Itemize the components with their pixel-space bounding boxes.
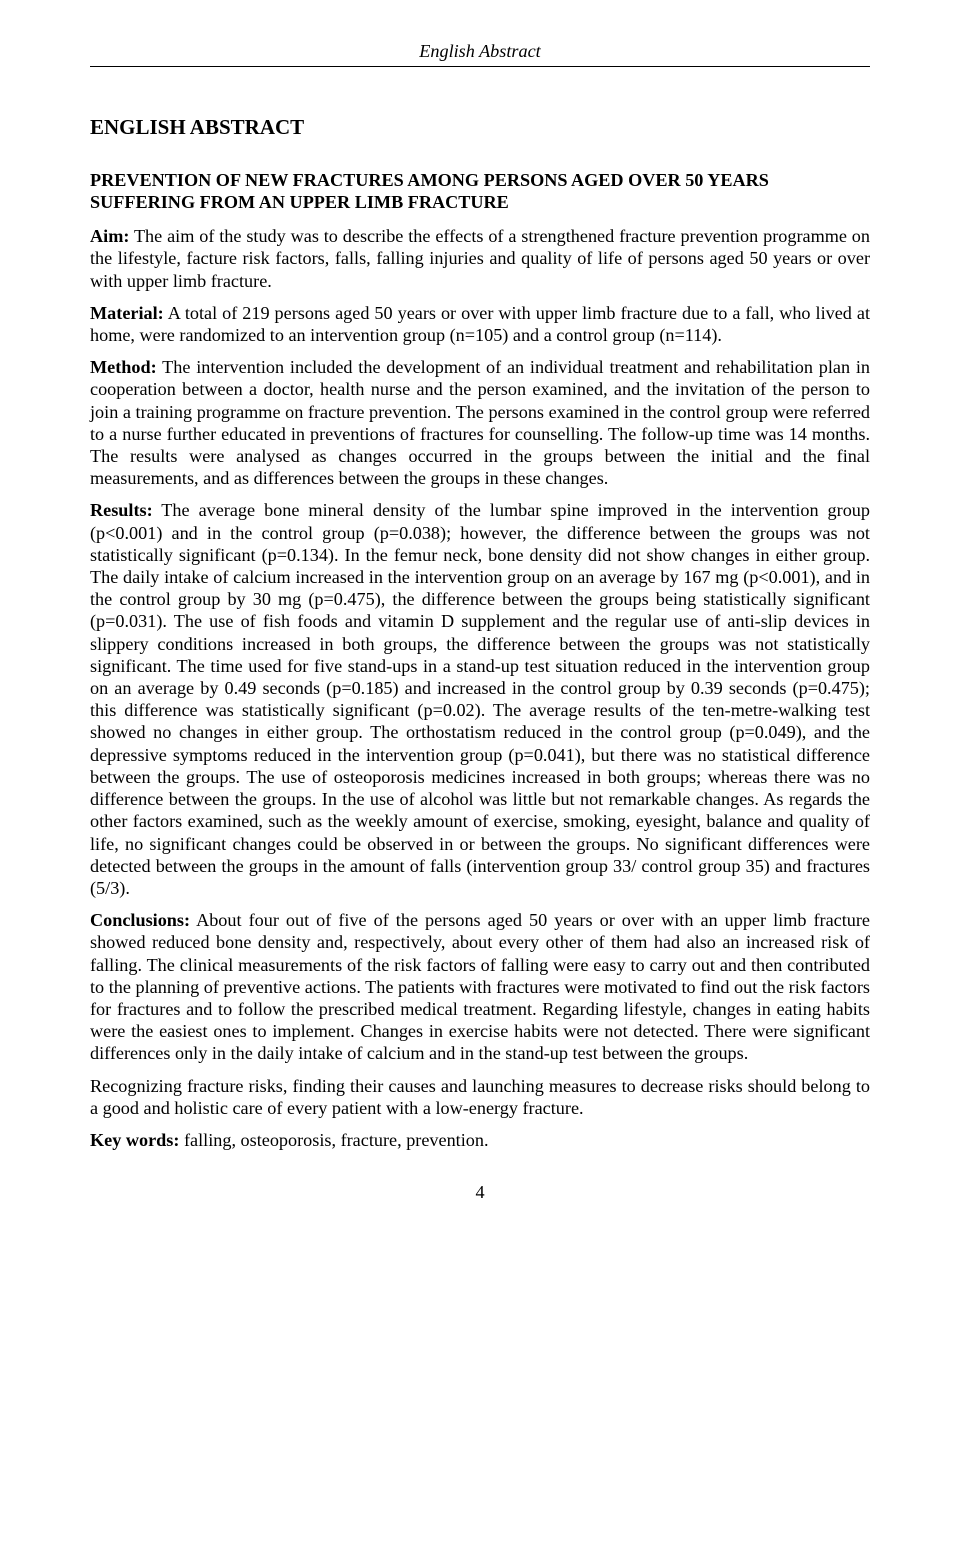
header-rule bbox=[90, 66, 870, 67]
keywords-text: falling, osteoporosis, fracture, prevent… bbox=[179, 1130, 488, 1150]
paper-title: PREVENTION OF NEW FRACTURES AMONG PERSON… bbox=[90, 169, 870, 213]
conclusions-text: About four out of five of the persons ag… bbox=[90, 910, 870, 1063]
keywords-label: Key words: bbox=[90, 1130, 179, 1150]
method-paragraph: Method: The intervention included the de… bbox=[90, 356, 870, 489]
results-label: Results: bbox=[90, 500, 153, 520]
aim-paragraph: Aim: The aim of the study was to describ… bbox=[90, 225, 870, 292]
material-label: Material: bbox=[90, 303, 164, 323]
aim-label: Aim: bbox=[90, 226, 129, 246]
results-paragraph: Results: The average bone mineral densit… bbox=[90, 499, 870, 899]
method-text: The intervention included the developmen… bbox=[90, 357, 870, 488]
main-heading: ENGLISH ABSTRACT bbox=[90, 115, 870, 141]
results-text: The average bone mineral density of the … bbox=[90, 500, 870, 897]
running-header: English Abstract bbox=[90, 40, 870, 62]
conclusions-label: Conclusions: bbox=[90, 910, 190, 930]
closing-paragraph: Recognizing fracture risks, finding thei… bbox=[90, 1075, 870, 1119]
method-label: Method: bbox=[90, 357, 157, 377]
material-paragraph: Material: A total of 219 persons aged 50… bbox=[90, 302, 870, 346]
page-number: 4 bbox=[90, 1181, 870, 1203]
conclusions-paragraph: Conclusions: About four out of five of t… bbox=[90, 909, 870, 1064]
keywords-paragraph: Key words: falling, osteoporosis, fractu… bbox=[90, 1129, 870, 1151]
material-text: A total of 219 persons aged 50 years or … bbox=[90, 303, 870, 345]
aim-text: The aim of the study was to describe the… bbox=[90, 226, 870, 290]
